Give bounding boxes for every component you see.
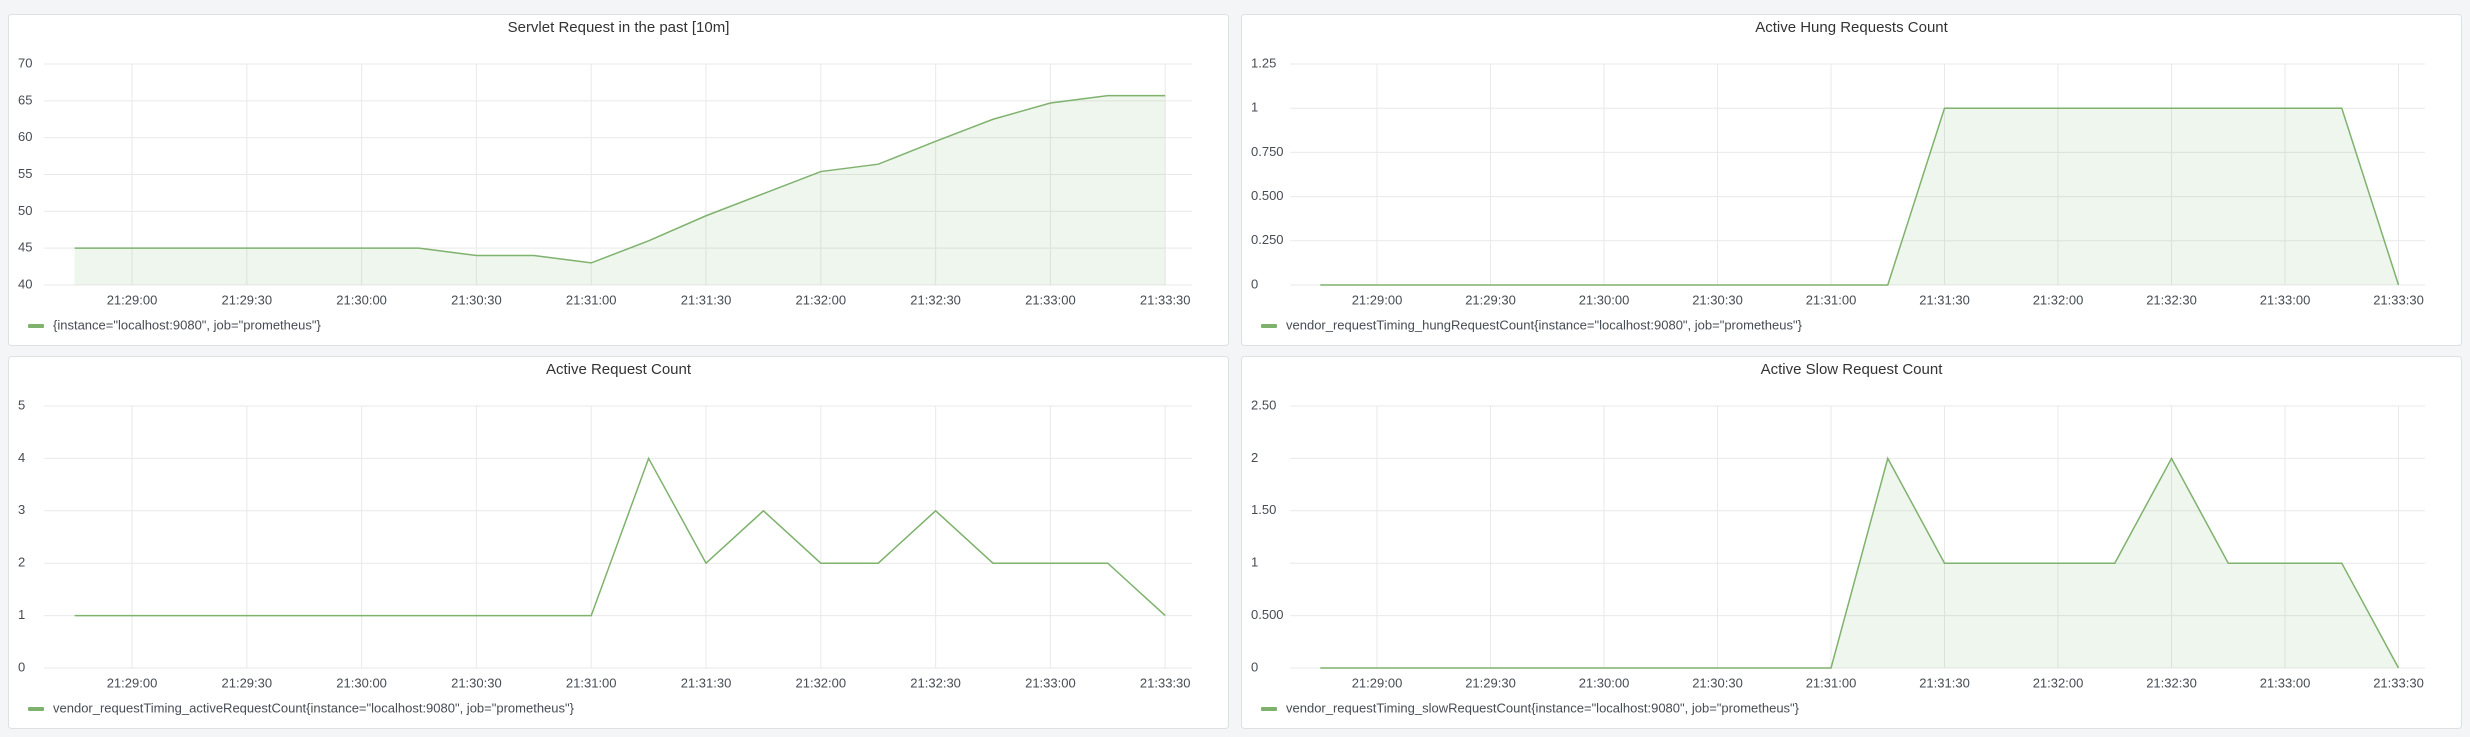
series-line xyxy=(74,94,1166,264)
y-tick-label: 2.50 xyxy=(1251,397,1276,412)
x-tick-label: 21:31:00 xyxy=(1806,292,1857,307)
x-tick-label: 21:32:30 xyxy=(910,292,961,307)
y-tick-label: 2 xyxy=(18,555,25,570)
panel-title: Servlet Request in the past [10m] xyxy=(508,19,730,36)
x-tick-label: 21:31:30 xyxy=(1919,675,1970,690)
y-tick-label: 45 xyxy=(18,240,32,255)
y-tick-label: 50 xyxy=(18,203,32,218)
x-tick-label: 21:33:00 xyxy=(2260,292,2311,307)
x-tick-label: 21:29:00 xyxy=(107,292,158,307)
panel-title: Active Request Count xyxy=(546,361,692,378)
y-tick-label: 1 xyxy=(1251,555,1258,570)
legend-swatch xyxy=(1261,324,1277,328)
panel: Servlet Request in the past [10m] 40 45 50 5… xyxy=(8,14,1229,346)
panel-background xyxy=(8,14,1229,346)
x-tick-label: 21:30:30 xyxy=(1692,292,1743,307)
legend-label: vendor_requestTiming_slowRequestCount{in… xyxy=(1286,700,1800,715)
y-tick-label: 65 xyxy=(18,92,32,107)
x-tick-label: 21:30:00 xyxy=(336,675,387,690)
x-tick-label: 21:33:00 xyxy=(2260,675,2311,690)
x-tick-label: 21:32:30 xyxy=(910,675,961,690)
series-line xyxy=(1320,456,2400,669)
x-tick-label: 21:33:30 xyxy=(1140,675,1191,690)
x-tick-label: 21:31:30 xyxy=(1919,292,1970,307)
x-tick-label: 21:32:00 xyxy=(2033,292,2084,307)
x-tick-label: 21:31:00 xyxy=(566,675,617,690)
y-tick-label: 70 xyxy=(18,55,32,70)
x-tick-label: 21:32:00 xyxy=(796,292,847,307)
panel: Active Request Count 0 1 2 3 4 5 21:29:00 21:29:… xyxy=(8,356,1229,729)
y-tick-label: 0.500 xyxy=(1251,188,1284,203)
legend-label: vendor_requestTiming_hungRequestCount{in… xyxy=(1286,317,1803,332)
y-tick-label: 0.250 xyxy=(1251,232,1284,247)
y-tick-label: 60 xyxy=(18,129,32,144)
panel-background xyxy=(1241,14,2462,346)
x-tick-label: 21:29:30 xyxy=(222,675,273,690)
x-tick-label: 21:30:00 xyxy=(1579,292,1630,307)
y-tick-label: 1.25 xyxy=(1251,55,1276,70)
panel-title: Active Hung Requests Count xyxy=(1755,19,1948,36)
series-line xyxy=(1320,107,2400,286)
y-tick-label: 55 xyxy=(18,166,32,181)
y-tick-label: 3 xyxy=(18,502,25,517)
area-fill xyxy=(1320,108,2399,285)
x-tick-label: 21:33:30 xyxy=(2373,292,2424,307)
x-tick-label: 21:31:30 xyxy=(681,675,732,690)
x-tick-label: 21:29:30 xyxy=(1465,292,1516,307)
x-tick-label: 21:29:00 xyxy=(1352,675,1403,690)
x-tick-label: 21:29:30 xyxy=(1465,675,1516,690)
panel: Active Hung Requests Count 0 0.250 0.500 0.7… xyxy=(1241,14,2462,346)
legend-label: {instance="localhost:9080", job="prometh… xyxy=(53,317,321,332)
x-tick-label: 21:33:00 xyxy=(1025,292,1076,307)
y-tick-label: 1 xyxy=(18,607,25,622)
y-tick-label: 0.750 xyxy=(1251,144,1284,159)
x-tick-label: 21:32:00 xyxy=(2033,675,2084,690)
panel: Active Slow Request Count 0 0.500 1 1.50 2 2.5… xyxy=(1241,356,2462,729)
y-tick-label: 4 xyxy=(18,450,25,465)
x-tick-label: 21:31:00 xyxy=(566,292,617,307)
y-tick-label: 0 xyxy=(18,659,25,674)
panel-background xyxy=(1241,356,2462,729)
y-tick-label: 0 xyxy=(1251,659,1258,674)
x-tick-label: 21:29:00 xyxy=(107,675,158,690)
legend-swatch xyxy=(1261,707,1277,711)
x-tick-label: 21:30:00 xyxy=(1579,675,1630,690)
x-tick-label: 21:30:30 xyxy=(451,292,502,307)
x-tick-label: 21:29:30 xyxy=(222,292,273,307)
y-tick-label: 2 xyxy=(1251,450,1258,465)
x-tick-label: 21:32:30 xyxy=(2146,675,2197,690)
x-tick-label: 21:33:30 xyxy=(2373,675,2424,690)
y-tick-label: 0.500 xyxy=(1251,607,1284,622)
y-tick-label: 1 xyxy=(1251,100,1258,115)
series-line xyxy=(74,456,1166,617)
x-tick-label: 21:30:30 xyxy=(451,675,502,690)
x-tick-label: 21:32:30 xyxy=(2146,292,2197,307)
y-tick-label: 1.50 xyxy=(1251,502,1276,517)
x-tick-label: 21:32:00 xyxy=(796,675,847,690)
legend-swatch xyxy=(28,707,44,711)
y-tick-label: 40 xyxy=(18,276,32,291)
x-tick-label: 21:29:00 xyxy=(1352,292,1403,307)
x-tick-label: 21:30:00 xyxy=(336,292,387,307)
panel-title: Active Slow Request Count xyxy=(1761,361,1944,378)
x-tick-label: 21:33:00 xyxy=(1025,675,1076,690)
x-tick-label: 21:33:30 xyxy=(1140,292,1191,307)
y-tick-label: 5 xyxy=(18,397,25,412)
legend-label: vendor_requestTiming_activeRequestCount{… xyxy=(53,700,575,715)
x-tick-label: 21:31:00 xyxy=(1806,675,1857,690)
x-tick-label: 21:31:30 xyxy=(681,292,732,307)
y-tick-label: 0 xyxy=(1251,276,1258,291)
area-fill xyxy=(74,95,1166,285)
legend-swatch xyxy=(28,324,44,328)
x-tick-label: 21:30:30 xyxy=(1692,675,1743,690)
